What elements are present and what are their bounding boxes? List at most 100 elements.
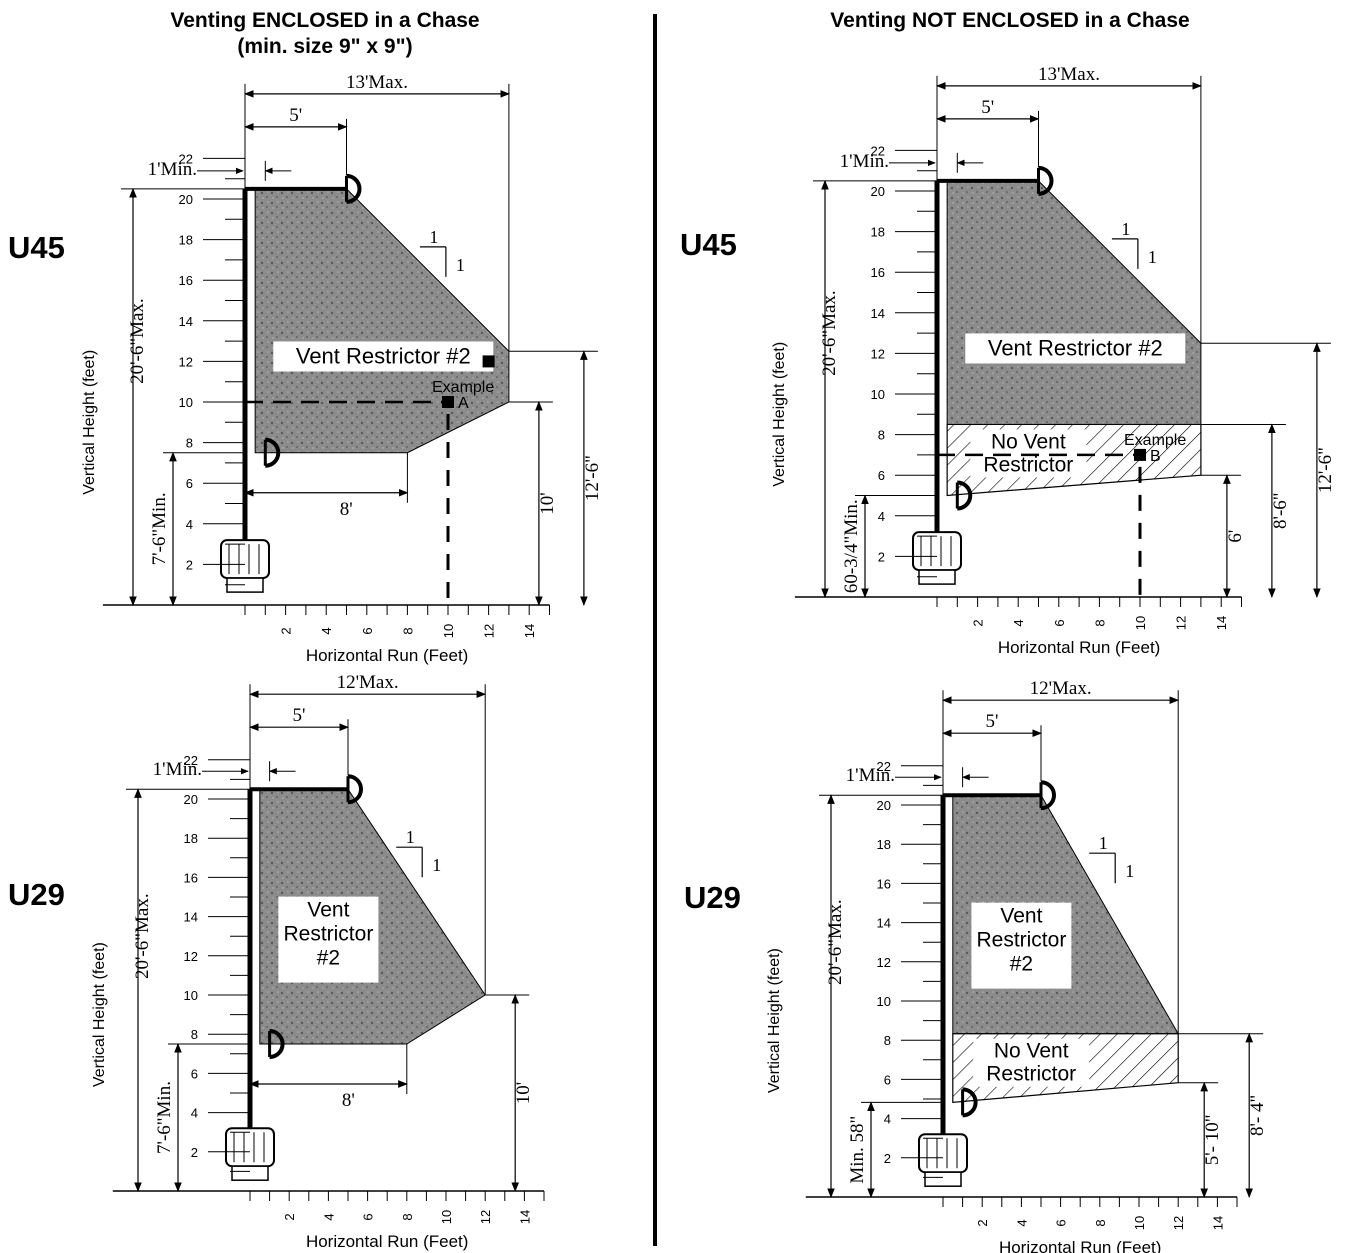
five-feet-label: 5': [981, 97, 994, 118]
right-dim-label: 12'-6": [1315, 447, 1336, 493]
example-point-marker: [1134, 448, 1146, 461]
five-feet-label: 5': [289, 105, 302, 126]
heater-base: [924, 1171, 962, 1187]
y-tick-label: 22: [877, 759, 891, 774]
vertical-max-label: 20'-6"Max.: [819, 290, 840, 376]
x-tick-label: 12: [1171, 1216, 1186, 1230]
y-tick-label: 22: [871, 143, 885, 158]
vertical-max-label: 20'-6"Max.: [132, 893, 153, 979]
y-tick-label: 16: [877, 876, 891, 891]
y-tick-label: 2: [186, 557, 193, 572]
x-tick-label: 12: [482, 624, 497, 638]
model-label-notenc-u45: U45: [680, 227, 737, 262]
x-tick-label: 12: [1174, 616, 1189, 630]
five-feet-label: 5': [986, 711, 999, 732]
heater-unit: [918, 1133, 968, 1174]
slope-rise-label: 1: [1125, 861, 1134, 881]
x-tick-label: 6: [1052, 619, 1067, 626]
heater-unit: [225, 1127, 275, 1168]
x-tick-label: 8: [1093, 1219, 1108, 1226]
termination-cap-top: [1038, 165, 1054, 196]
right-dim-label: 12'-6": [582, 455, 603, 501]
no-vent-label-line: No Vent: [994, 1040, 1069, 1063]
x-tick-label: 6: [360, 627, 375, 634]
x-tick-label: 2: [282, 1213, 297, 1220]
example-label: Example: [432, 379, 494, 396]
y-tick-label: 2: [878, 549, 885, 564]
x-tick-label: 10: [1133, 616, 1148, 630]
y-tick-label: 12: [184, 949, 198, 964]
model-label-enc-u45: U45: [8, 230, 65, 265]
x-tick-label: 8: [400, 1213, 415, 1220]
vertical-min-label: 60-3/4"Min.: [841, 499, 862, 593]
y-tick-label: 8: [878, 428, 885, 443]
vertical-min-label: 7'-6"Min.: [154, 1081, 175, 1154]
example-point-marker-2: [482, 355, 495, 368]
zone-label-bg: [273, 341, 494, 372]
y-tick-label: 18: [184, 831, 198, 846]
one-foot-min-label: 1'Min.: [840, 151, 889, 172]
eight-feet-label: 8': [342, 1090, 355, 1111]
slope-run-label: 1: [406, 827, 415, 847]
y-tick-label: 14: [179, 314, 193, 329]
zone-label-bg: [971, 902, 1072, 989]
x-tick-label: 6: [361, 1213, 376, 1220]
y-tick-label: 4: [191, 1106, 198, 1121]
zone-label-line: #2: [317, 947, 340, 970]
y-tick-label: 14: [877, 916, 891, 931]
x-tick-label: 10: [439, 1210, 454, 1224]
slope-run-label: 1: [429, 227, 438, 247]
example-point-marker: [442, 396, 454, 408]
y-axis-label: Vertical Height (feet): [91, 942, 108, 1087]
zone-label-bg: [278, 896, 379, 983]
y-tick-label: 6: [884, 1072, 891, 1087]
vent-restrictor-zone: [254, 188, 510, 454]
left-column-title: Venting ENCLOSED in a Chase (min. size 9…: [100, 8, 550, 60]
no-vent-label-line: Restrictor: [986, 1063, 1076, 1086]
y-tick-label: 10: [871, 387, 885, 402]
max-horizontal-label: 12'Max.: [1030, 678, 1092, 699]
one-foot-min-label: 1'Min.: [846, 765, 895, 786]
y-tick-label: 4: [878, 509, 885, 524]
termination-cap-top: [347, 774, 363, 805]
zone-label-line: Vent: [1000, 905, 1042, 928]
y-tick-label: 16: [184, 870, 198, 885]
example-label: Example: [1124, 432, 1186, 449]
y-tick-label: 20: [179, 192, 193, 207]
x-tick-label: 4: [321, 1213, 336, 1220]
right-dim-label: 8'- 4": [1247, 1095, 1268, 1136]
y-tick-label: 8: [191, 1027, 198, 1042]
five-feet-label: 5': [293, 705, 306, 726]
y-axis-label: Vertical Height (feet): [81, 350, 98, 495]
example-letter: B: [1150, 448, 1161, 465]
termination-cap-low: [269, 1029, 285, 1059]
y-tick-label: 8: [186, 436, 193, 451]
max-horizontal-label: 13'Max.: [346, 72, 408, 93]
zone-label: Vent Restrictor #2: [296, 343, 471, 368]
x-tick-label: 10: [1132, 1216, 1147, 1230]
y-tick-label: 16: [871, 265, 885, 280]
x-tick-label: 14: [522, 624, 537, 638]
eight-feet-label: 8': [340, 499, 353, 520]
left-title-line: Venting ENCLOSED in a Chase: [170, 9, 480, 32]
model-label-notenc-u29: U29: [684, 880, 741, 915]
y-tick-label: 6: [186, 476, 193, 491]
x-axis-label: Horizontal Run (Feet): [306, 646, 469, 665]
termination-cap-top: [346, 173, 362, 204]
x-tick-label: 12: [478, 1210, 493, 1224]
vertical-max-label: 20'-6"Max.: [825, 899, 846, 985]
model-label-enc-u29: U29: [8, 877, 65, 912]
heater-base: [231, 1165, 269, 1181]
x-tick-label: 4: [1014, 1219, 1029, 1226]
y-tick-label: 2: [884, 1151, 891, 1166]
one-foot-min-label: 1'Min.: [148, 159, 197, 180]
x-tick-label: 8: [1092, 619, 1107, 626]
termination-cap-low: [962, 1087, 978, 1118]
x-tick-label: 2: [279, 627, 294, 634]
no-vent-label-line: Restrictor: [983, 453, 1073, 476]
right-dim-label: 6': [1225, 530, 1246, 543]
